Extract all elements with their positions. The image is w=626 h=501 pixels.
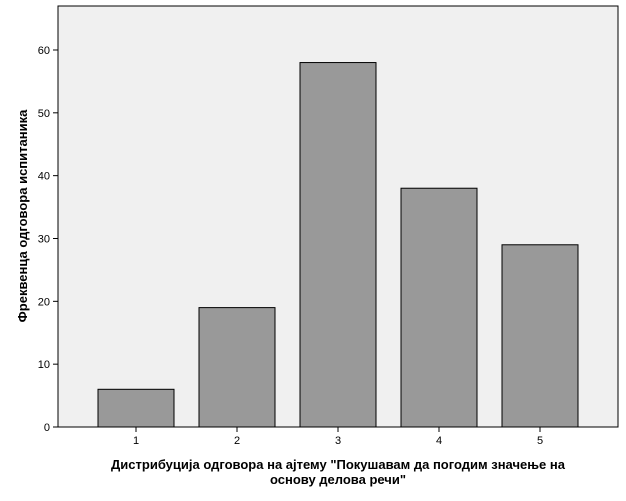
bar-1	[97, 388, 175, 428]
bar-5	[501, 244, 579, 428]
y-axis-title: Фреквенца одговора испитаника	[15, 109, 30, 322]
bar-4	[400, 187, 478, 428]
bar-3	[299, 62, 377, 428]
bar-2	[198, 307, 276, 428]
bars-group	[97, 62, 579, 428]
x-tick-label-2: 2	[234, 435, 240, 447]
y-tick-label-60: 60	[38, 45, 50, 57]
x-axis-title-line-2: основу делова речи"	[270, 472, 406, 487]
x-tick-label-4: 4	[436, 435, 442, 447]
y-tick-label-0: 0	[44, 422, 50, 434]
y-tick-label-10: 10	[38, 359, 50, 371]
x-tick-label-5: 5	[537, 435, 543, 447]
x-axis: 1 2 3 4 5	[58, 426, 618, 447]
x-axis-title-line-1: Дистрибуција одговора на ајтему "Покушав…	[111, 457, 566, 472]
x-tick-label-1: 1	[133, 435, 139, 447]
y-tick-label-40: 40	[38, 171, 50, 183]
y-tick-label-20: 20	[38, 296, 50, 308]
x-tick-label-3: 3	[335, 435, 341, 447]
y-tick-label-50: 50	[38, 108, 50, 120]
y-tick-label-30: 30	[38, 233, 50, 245]
y-axis: 0 10 20 30 40 50 60	[38, 6, 59, 434]
